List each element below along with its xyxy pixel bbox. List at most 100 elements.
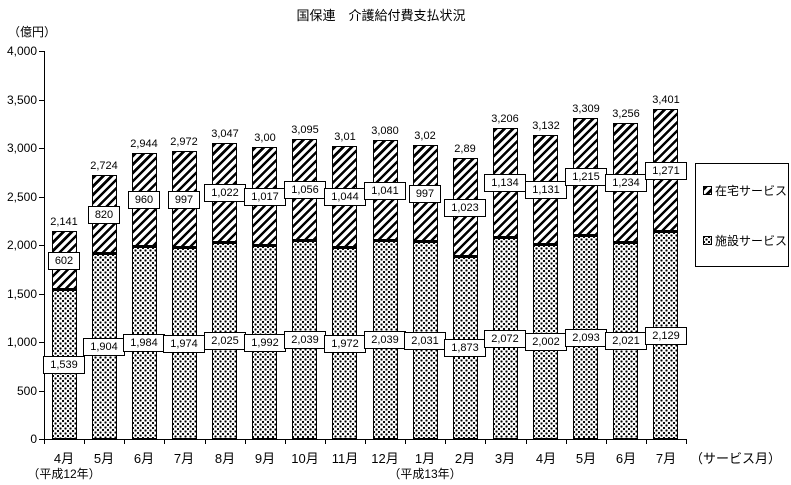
bar-facility-value-box: 2,031 [404, 332, 446, 350]
legend-box: 在宅サービス 施設サービス [695, 163, 789, 267]
bar-total-label: 3,132 [532, 120, 560, 132]
bar-total-label: 3,309 [572, 103, 600, 115]
x-year-note: （平成12年） [27, 467, 101, 481]
legend-item-label: 施設サービス [715, 234, 788, 248]
x-tick-mark [164, 440, 165, 444]
bar-home-value-box: 1,022 [204, 184, 246, 202]
x-month-label: 3月 [494, 451, 516, 466]
bar-facility-value-box: 1,972 [324, 335, 366, 353]
y-tick-mark [39, 197, 44, 198]
x-tick-mark [526, 440, 527, 444]
bar-total-label: 3,01 [334, 131, 356, 143]
bar-facility-value-box: 2,039 [284, 331, 326, 349]
bar-facility-value-box: 1,984 [123, 334, 165, 352]
bar-total-label: 3,401 [652, 94, 680, 106]
y-tick-label: 4,000 [6, 44, 37, 58]
legend-item: 在宅サービス [703, 182, 787, 199]
bar-facility-value-box: 2,129 [645, 327, 687, 345]
y-tick-label: 3,500 [6, 93, 37, 107]
x-month-label: 6月 [615, 451, 637, 466]
bar-total-label: 2,141 [50, 216, 78, 228]
x-month-label: 9月 [254, 451, 276, 466]
bar-facility-value-box: 2,072 [484, 330, 526, 348]
legend-item: 施設サービス [703, 232, 787, 249]
y-tick-mark [39, 100, 44, 101]
y-tick-mark [39, 148, 44, 149]
bar-home-value-box: 1,134 [484, 174, 526, 192]
x-tick-mark [686, 440, 687, 444]
bar-home-value-box: 1,023 [444, 199, 486, 217]
x-month-label: 12月 [371, 451, 399, 466]
y-tick-mark [39, 439, 44, 440]
bar-total-label: 3,256 [612, 108, 640, 120]
y-tick-label: 3,000 [6, 141, 37, 155]
bar-facility-value-box: 2,093 [565, 329, 607, 347]
y-axis-unit-label: （億円） [8, 25, 57, 39]
legend-swatch-dots-icon [703, 236, 712, 245]
bar-home-value-box: 1,017 [244, 188, 286, 206]
y-tick-label: 2,000 [6, 238, 37, 252]
x-axis-suffix-label: （サービス月） [690, 451, 782, 466]
bar-total-label: 3,02 [414, 130, 436, 142]
bar-home-value-box: 1,044 [324, 188, 366, 206]
legend-swatch-hatch-icon [703, 186, 712, 195]
x-month-label: 1月 [414, 451, 436, 466]
bar-total-label: 3,00 [254, 132, 276, 144]
x-month-label: 2月 [454, 451, 476, 466]
y-tick-label: 1,500 [6, 287, 37, 301]
x-tick-mark [245, 440, 246, 444]
bar-home-value-box: 1,271 [645, 162, 687, 180]
y-axis-line [44, 51, 45, 440]
x-tick-mark [606, 440, 607, 444]
bar-home-value-box: 602 [48, 252, 80, 270]
bar-home-value-box: 1,131 [525, 181, 567, 199]
y-tick-label: 0 [30, 432, 37, 446]
y-tick-mark [39, 294, 44, 295]
chart-title: 国保連 介護給付費支払状況 [296, 8, 466, 23]
bar-total-label: 3,047 [211, 128, 239, 140]
x-tick-mark [205, 440, 206, 444]
bar-facility-value-box: 2,002 [525, 333, 567, 351]
x-axis-line [44, 439, 687, 440]
bar-home-value-box: 1,215 [565, 168, 607, 186]
x-month-label: 6月 [133, 451, 155, 466]
legend-item-label: 在宅サービス [715, 184, 788, 198]
x-tick-mark [445, 440, 446, 444]
x-month-label: 5月 [575, 451, 597, 466]
y-tick-mark [39, 391, 44, 392]
x-tick-mark [646, 440, 647, 444]
bar-total-label: 3,095 [291, 124, 319, 136]
x-month-label: 7月 [655, 451, 677, 466]
x-tick-mark [325, 440, 326, 444]
x-tick-mark [84, 440, 85, 444]
x-year-note: （平成13年） [388, 467, 462, 481]
x-month-label: 10月 [291, 451, 319, 466]
y-tick-mark [39, 342, 44, 343]
x-tick-mark [44, 440, 45, 444]
bar-facility-value-box: 2,039 [364, 331, 406, 349]
x-tick-mark [124, 440, 125, 444]
bar-facility-value-box: 2,021 [605, 332, 647, 350]
bar-home-value-box: 960 [128, 191, 160, 209]
bar-home-value-box: 997 [409, 185, 441, 203]
bar-facility-value-box: 1,873 [444, 339, 486, 357]
bar-total-label: 2,944 [130, 138, 158, 150]
x-tick-mark [285, 440, 286, 444]
bar-total-label: 3,206 [491, 113, 519, 125]
x-tick-mark [405, 440, 406, 444]
y-tick-label: 1,000 [6, 335, 37, 349]
bar-total-label: 2,724 [90, 160, 118, 172]
bar-facility-value-box: 1,904 [83, 338, 125, 356]
bar-home-value-box: 997 [168, 191, 200, 209]
x-month-label: 4月 [535, 451, 557, 466]
bar-facility-value-box: 1,539 [43, 356, 85, 374]
y-tick-mark [39, 51, 44, 52]
x-month-label: 8月 [214, 451, 236, 466]
bar-home-value-box: 1,056 [284, 181, 326, 199]
bar-facility-value-box: 1,974 [163, 335, 205, 353]
y-tick-label: 2,500 [6, 190, 37, 204]
bar-total-label: 2,972 [170, 136, 198, 148]
bar-total-label: 3,080 [371, 125, 399, 137]
x-tick-mark [365, 440, 366, 444]
